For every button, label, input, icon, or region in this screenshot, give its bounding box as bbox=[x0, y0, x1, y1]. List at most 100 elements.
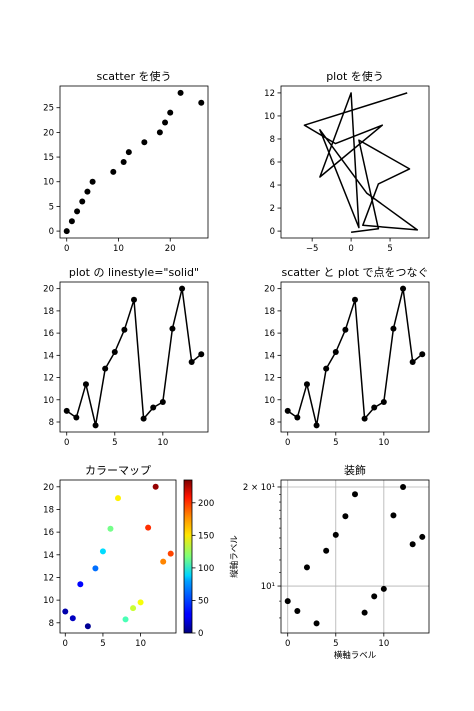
x-tick-label: 10 bbox=[378, 438, 389, 448]
x-tick-label: 20 bbox=[165, 244, 176, 254]
colorbar: 0 50 100 150 200 bbox=[183, 479, 214, 639]
data-point bbox=[84, 623, 91, 630]
y-tick-label: 10 bbox=[264, 396, 275, 406]
data-point bbox=[84, 188, 91, 195]
data-point bbox=[284, 598, 291, 605]
data-point bbox=[125, 149, 132, 156]
data-point bbox=[152, 483, 159, 490]
y-tick-label: 16 bbox=[43, 528, 54, 538]
y-tick-label: 18 bbox=[43, 505, 54, 515]
colorbar-tick-label: 200 bbox=[198, 499, 214, 509]
chart-title: scatter と plot で点をつなぐ bbox=[281, 266, 428, 279]
data-point bbox=[120, 159, 127, 165]
y-tick-label: 0 bbox=[270, 227, 275, 237]
y-tick-label: 12 bbox=[43, 374, 54, 384]
chart-title: 装飾 bbox=[344, 464, 366, 477]
y-tick-label: 20 bbox=[264, 285, 275, 295]
y-tick-label: 20 bbox=[43, 128, 54, 138]
series-line bbox=[287, 287, 423, 427]
data-point bbox=[409, 359, 416, 365]
axes-frame bbox=[280, 281, 430, 433]
data-point bbox=[99, 548, 106, 555]
data-point bbox=[332, 531, 339, 538]
y-tick-label: 14 bbox=[43, 551, 54, 561]
y-tick-label: 8 bbox=[49, 418, 54, 428]
y-tick-label: 16 bbox=[43, 329, 54, 339]
y-tick-label: 10 bbox=[43, 178, 54, 188]
y-tick-label: 14 bbox=[264, 351, 275, 361]
x-tick-label: 0 bbox=[63, 639, 68, 649]
x-axis-label: 横軸ラベル bbox=[334, 650, 377, 661]
data-point bbox=[313, 620, 320, 627]
y-tick-label: 16 bbox=[264, 329, 275, 339]
y-tick-label: 0 bbox=[49, 227, 54, 237]
data-point bbox=[342, 513, 349, 520]
data-point bbox=[63, 228, 70, 235]
data-point bbox=[419, 533, 426, 540]
data-point bbox=[380, 399, 387, 405]
data-point bbox=[169, 325, 176, 332]
data-point bbox=[107, 525, 114, 532]
data-point bbox=[167, 550, 174, 557]
x-tick-label: 5 bbox=[333, 438, 338, 448]
data-point bbox=[160, 558, 167, 565]
data-point bbox=[323, 365, 330, 372]
data-point bbox=[110, 168, 117, 175]
data-point bbox=[361, 415, 368, 422]
data-point bbox=[162, 119, 169, 126]
data-point bbox=[198, 351, 205, 358]
data-point bbox=[121, 326, 128, 333]
y-tick-label: 10 bbox=[264, 112, 275, 122]
data-point bbox=[400, 483, 407, 490]
chart-title: scatter を使う bbox=[97, 70, 172, 83]
data-point bbox=[159, 399, 166, 405]
y-tick-label: 8 bbox=[270, 135, 275, 145]
chart-title: plot を使う bbox=[326, 70, 384, 83]
data-point bbox=[371, 593, 378, 600]
series-line bbox=[303, 92, 419, 233]
y-tick-label: 4 bbox=[270, 181, 275, 191]
axes-frame bbox=[280, 85, 430, 239]
y-tick-label: 12 bbox=[264, 89, 275, 99]
data-point bbox=[82, 381, 89, 388]
subplot-3: plot の linestyle="solid" 0 5 10 8 10 12 14 16 18 2… bbox=[43, 266, 209, 448]
data-point bbox=[92, 565, 99, 572]
data-point bbox=[303, 381, 310, 388]
data-point bbox=[400, 285, 407, 292]
data-point bbox=[179, 285, 186, 292]
x-tick-label: 5 bbox=[112, 438, 117, 448]
x-tick-label: 5 bbox=[387, 244, 392, 254]
y-tick-label: 10¹ bbox=[261, 582, 275, 592]
data-point bbox=[150, 404, 157, 411]
data-point bbox=[145, 524, 152, 531]
data-point bbox=[140, 415, 147, 422]
x-tick-label: 0 bbox=[285, 438, 290, 448]
y-tick-label: 25 bbox=[43, 104, 54, 114]
colorbar-tick-label: 50 bbox=[198, 596, 209, 606]
data-point bbox=[177, 89, 184, 96]
y-tick-label: 10 bbox=[43, 596, 54, 606]
colorbar-tick-label: 0 bbox=[198, 629, 203, 639]
x-tick-label: 0 bbox=[64, 438, 69, 448]
axes-frame bbox=[280, 479, 430, 634]
y-tick-label: 18 bbox=[43, 307, 54, 317]
subplot-1: scatter を使う 0 10 20 0 5 10 15 20 25 bbox=[43, 70, 209, 254]
axes-frame bbox=[59, 281, 209, 433]
data-point bbox=[115, 495, 121, 502]
data-point bbox=[409, 541, 416, 548]
subplot-2: plot を使う −5 0 5 0 2 4 6 8 10 12 bbox=[264, 70, 430, 254]
x-tick-label: 10 bbox=[378, 639, 389, 649]
y-tick-label: 2 bbox=[270, 204, 275, 214]
x-tick-label: 0 bbox=[285, 639, 290, 649]
chart-title: カラーマップ bbox=[85, 464, 151, 477]
y-tick-label: 14 bbox=[43, 351, 54, 361]
y-tick-label: 18 bbox=[264, 307, 275, 317]
x-tick-label: 5 bbox=[100, 639, 105, 649]
data-point bbox=[111, 349, 118, 355]
x-tick-label: 10 bbox=[113, 244, 124, 254]
data-point bbox=[342, 326, 349, 333]
data-point bbox=[303, 564, 310, 571]
x-tick-label: 0 bbox=[348, 244, 353, 254]
data-point bbox=[390, 325, 397, 332]
